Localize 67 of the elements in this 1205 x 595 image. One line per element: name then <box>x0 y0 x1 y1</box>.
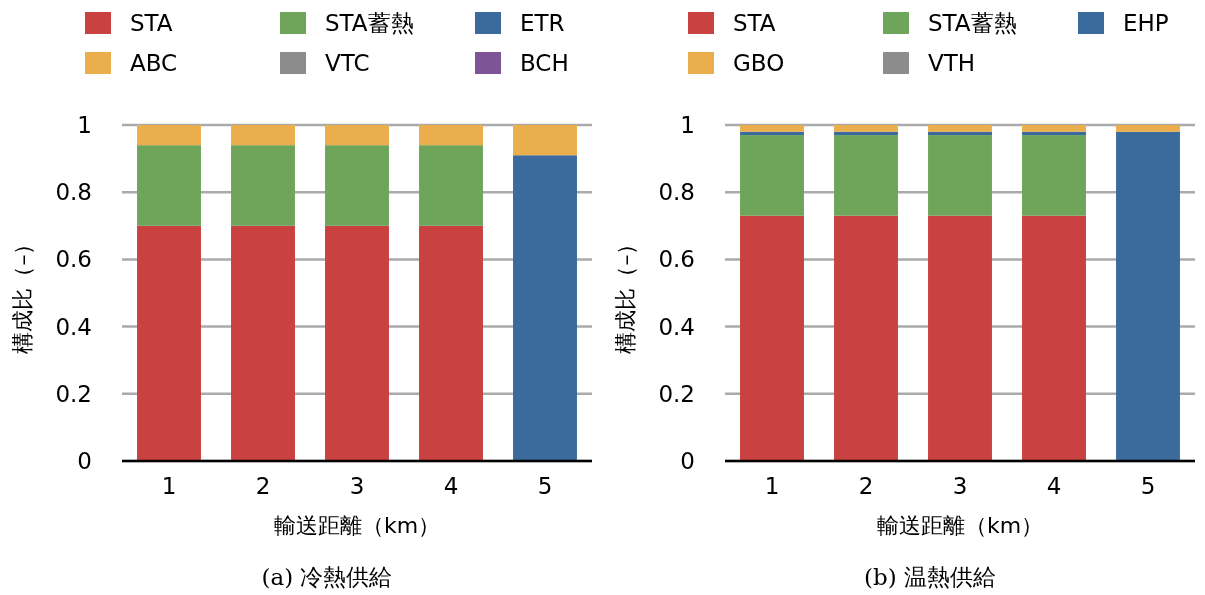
bar <box>419 125 483 146</box>
bar <box>137 125 201 146</box>
bar <box>834 215 898 461</box>
legend-label: GBO <box>733 50 785 76</box>
legend-label: ABC <box>130 50 178 76</box>
bar <box>740 125 804 132</box>
bar <box>740 135 804 216</box>
x-tick-label: 2 <box>255 473 271 499</box>
x-tick-label: 1 <box>764 473 780 499</box>
x-tick-label: 4 <box>443 473 459 499</box>
x-tick-label: 3 <box>349 473 365 499</box>
bar <box>928 125 992 132</box>
bar <box>419 145 483 226</box>
bar <box>1022 215 1086 461</box>
legend-label: STA <box>733 10 776 36</box>
legend-label: STA蓄熱 <box>928 10 1017 36</box>
legend-label: STA蓄熱 <box>325 10 414 36</box>
y-tick-label: 0.8 <box>658 179 695 206</box>
x-tick-label: 2 <box>858 473 874 499</box>
bar <box>834 125 898 132</box>
bar <box>231 225 295 461</box>
bar <box>325 145 389 226</box>
text: (a) 冷熱供給 <box>261 564 393 590</box>
y-axis-title: 構成比（–） <box>10 232 35 354</box>
y-tick-label: 1 <box>77 112 92 139</box>
bar <box>513 155 577 461</box>
bar <box>1116 125 1180 132</box>
bar <box>834 135 898 216</box>
x-tick-label: 3 <box>952 473 968 499</box>
bar <box>231 145 295 226</box>
bar <box>928 135 992 216</box>
legend-label: VTH <box>928 50 976 76</box>
bar <box>1022 135 1086 216</box>
y-tick-label: 0.4 <box>55 313 92 340</box>
bar <box>928 215 992 461</box>
y-tick-label: 0.6 <box>55 246 92 273</box>
y-tick-label: 0.8 <box>55 179 92 206</box>
x-tick-label: 1 <box>161 473 177 499</box>
y-tick-label: 0.4 <box>658 313 695 340</box>
x-tick-label: 4 <box>1046 473 1062 499</box>
bar <box>513 125 577 156</box>
bar <box>419 225 483 461</box>
y-axis-title: 構成比（–） <box>613 232 638 354</box>
legend-label: STA <box>130 10 173 36</box>
y-tick-label: 0.2 <box>55 380 92 407</box>
bar <box>325 125 389 146</box>
bar <box>137 225 201 461</box>
bar <box>325 225 389 461</box>
x-tick-label: 5 <box>1140 473 1156 499</box>
bar <box>740 215 804 461</box>
y-tick-label: 0.6 <box>658 246 695 273</box>
y-tick-label: 1 <box>680 112 695 139</box>
x-axis-title: 輸送距離（km） <box>273 513 441 538</box>
y-tick-label: 0.2 <box>658 380 695 407</box>
legend-label: VTC <box>325 50 370 76</box>
legend-label: EHP <box>1123 10 1169 36</box>
legend-label: BCH <box>520 50 569 76</box>
y-tick-label: 0 <box>680 448 695 475</box>
bar <box>231 125 295 146</box>
x-axis-title: 輸送距離（km） <box>876 513 1044 538</box>
legend-label: ETR <box>520 10 565 36</box>
bar <box>1022 125 1086 132</box>
bar <box>1116 131 1180 461</box>
text: (b) 温熱供給 <box>864 564 996 590</box>
bar <box>137 145 201 226</box>
y-tick-label: 0 <box>77 448 92 475</box>
x-tick-label: 5 <box>537 473 553 499</box>
